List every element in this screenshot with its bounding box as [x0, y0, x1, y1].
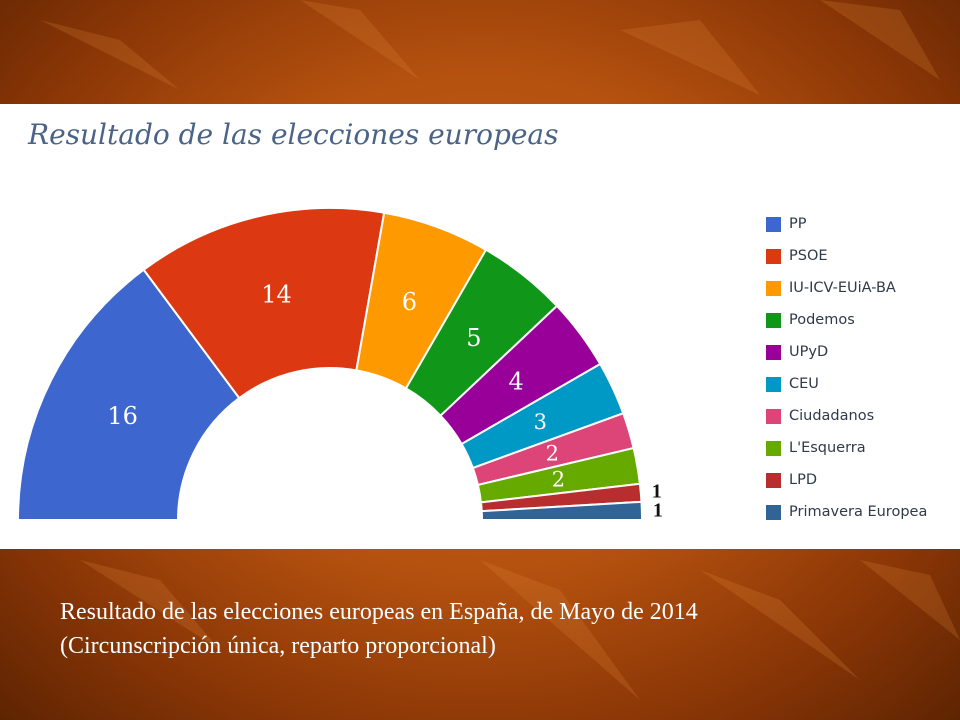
chart-panel: 16 14 6 5 4 3 2 2 1 1 Resultado de las elecciones…	[0, 104, 960, 549]
data-label-iu-icv-euia-ba: 6	[402, 288, 417, 316]
data-label-primavera-europea: 1	[653, 499, 663, 521]
slide-caption: Resultado de las elecciones europeas en …	[60, 595, 698, 663]
legend-label: PP	[789, 216, 807, 232]
legend-item-pp: PP	[766, 208, 927, 240]
data-label-ciudadanos: 2	[546, 441, 559, 465]
legend-swatch	[766, 376, 781, 392]
legend-item-l-esquerra: L'Esquerra	[766, 432, 927, 464]
legend-label: Ciudadanos	[789, 408, 875, 424]
legend-swatch	[766, 440, 781, 456]
legend-item-ceu: CEU	[766, 368, 927, 400]
data-label-pp: 16	[107, 402, 138, 430]
legend-item-iu-icv-euia-ba: IU-ICV-EUiA-BA	[766, 272, 927, 304]
chart-title: Resultado de las elecciones europeas	[28, 118, 559, 151]
legend-label: IU-ICV-EUiA-BA	[789, 280, 896, 296]
caption-line-2: (Circunscripción única, reparto proporci…	[60, 633, 496, 659]
parliament-chart: 16 14 6 543 2 2 11	[16, 207, 663, 521]
data-label-upyd: 4	[508, 367, 523, 395]
legend-label: L'Esquerra	[789, 440, 866, 456]
legend-item-primavera-europea: Primavera Europea	[766, 496, 927, 528]
data-label-l-esquerra: 2	[552, 468, 565, 492]
slice-primavera-europea	[480, 500, 644, 521]
legend-label: PSOE	[789, 248, 828, 264]
legend-item-podemos: Podemos	[766, 304, 927, 336]
chart-legend: PP PSOE IU-ICV-EUiA-BA Podemos UPyD CEU Ciudad…	[766, 208, 927, 528]
legend-label: Podemos	[789, 312, 855, 328]
legend-swatch	[766, 504, 781, 520]
legend-item-upyd: UPyD	[766, 336, 927, 368]
slice-psoe	[142, 207, 386, 400]
legend-swatch	[766, 280, 781, 296]
legend-swatch	[766, 344, 781, 360]
caption-line-1: Resultado de las elecciones europeas en …	[60, 599, 698, 625]
legend-swatch	[766, 472, 781, 488]
legend-swatch	[766, 312, 781, 328]
legend-item-lpd: LPD	[766, 464, 927, 496]
legend-swatch	[766, 216, 781, 232]
legend-item-psoe: PSOE	[766, 240, 927, 272]
legend-swatch	[766, 248, 781, 264]
legend-item-ciudadanos: Ciudadanos	[766, 400, 927, 432]
legend-label: LPD	[789, 472, 817, 488]
slice-pp	[16, 268, 241, 521]
data-label-psoe: 14	[261, 280, 292, 308]
legend-label: CEU	[789, 376, 819, 392]
legend-label: Primavera Europea	[789, 504, 928, 520]
legend-swatch	[766, 408, 781, 424]
data-label-ceu: 3	[534, 410, 547, 434]
legend-label: UPyD	[789, 344, 829, 360]
data-label-lpd: 1	[652, 480, 662, 502]
data-label-podemos: 5	[466, 324, 481, 352]
